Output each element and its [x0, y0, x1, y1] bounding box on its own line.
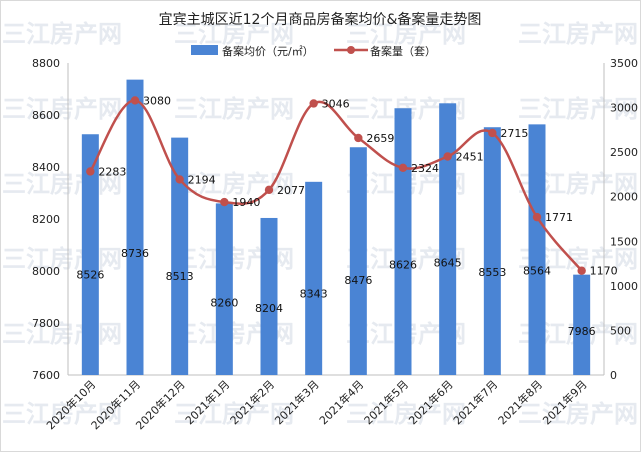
bar-value-label: 8513 — [166, 270, 194, 283]
bar — [126, 79, 144, 375]
bar — [215, 203, 233, 375]
watermark-text: 三江房产网 — [2, 245, 122, 273]
bar — [573, 274, 591, 375]
line-point — [398, 163, 408, 173]
line-value-label: 2715 — [500, 127, 528, 140]
line-value-label: 3046 — [322, 97, 350, 110]
bar — [305, 181, 323, 375]
bar-value-label: 8564 — [523, 265, 551, 278]
legend-label-line: 备案量（套） — [370, 44, 436, 58]
line-point — [577, 266, 586, 275]
line-value-label: 1771 — [545, 211, 573, 224]
line-point — [130, 96, 140, 105]
bar-value-label: 8736 — [121, 247, 149, 260]
watermark-text: 三江房产网 — [174, 95, 294, 123]
legend-marker-line — [347, 46, 355, 54]
y-right-tick-label: 3000 — [610, 102, 638, 115]
watermark-text: 三江房产网 — [174, 20, 294, 48]
y-right-tick-label: 1000 — [610, 280, 638, 293]
bar-value-label: 8553 — [478, 266, 506, 279]
line-value-label: 1170 — [590, 265, 618, 278]
bar-value-label: 8626 — [389, 258, 417, 271]
watermark-text: 三江房产网 — [2, 95, 122, 123]
line-point — [354, 133, 363, 143]
line-point — [264, 185, 274, 195]
bar-value-label: 8476 — [344, 274, 372, 287]
y-left-tick-label: 8000 — [32, 265, 60, 278]
line-value-label: 2077 — [277, 184, 305, 197]
y-left-tick-label: 8400 — [32, 161, 60, 174]
bar-value-label: 8343 — [300, 288, 328, 301]
y-right-tick-label: 3500 — [610, 57, 638, 70]
watermark-text: 三江房产网 — [518, 20, 638, 48]
bar-value-label: 8645 — [434, 256, 462, 269]
bar — [439, 103, 457, 376]
y-right-tick-label: 2500 — [610, 146, 638, 159]
legend-swatch-bars — [191, 45, 218, 55]
y-right-tick-label: 1500 — [610, 235, 638, 248]
line-value-label: 2283 — [98, 165, 126, 178]
watermark-text: 三江房产网 — [518, 95, 638, 123]
y-right-tick-label: 2000 — [610, 191, 638, 204]
line-point — [532, 212, 542, 222]
watermark-text: 三江房产网 — [2, 400, 122, 428]
line-point — [86, 167, 95, 176]
bar-value-label: 7986 — [568, 325, 596, 338]
line-series-path — [89, 99, 583, 272]
line-point — [175, 175, 184, 184]
line-value-label: 2324 — [411, 162, 439, 175]
watermark-text: 三江房产网 — [346, 20, 466, 48]
bar-value-label: 8526 — [76, 269, 104, 282]
legend-label-bars: 备案均价（元/㎡） — [222, 44, 314, 58]
y-left-tick-label: 7600 — [32, 369, 60, 382]
y-left-tick-label: 8200 — [32, 213, 60, 226]
line-value-label: 3080 — [143, 94, 171, 107]
y-left-tick-label: 7800 — [32, 317, 60, 330]
y-right-tick-label: 500 — [610, 324, 631, 337]
y-right-tick-label: 0 — [610, 369, 617, 382]
line-point — [309, 99, 318, 108]
line-point — [488, 128, 497, 138]
bar — [483, 127, 501, 375]
bar — [528, 124, 546, 375]
line-value-label: 2659 — [366, 132, 394, 145]
watermark-text: 三江房产网 — [2, 20, 122, 48]
line-value-label: 2451 — [456, 151, 484, 164]
line-point — [220, 197, 229, 207]
watermark-text: 三江房产网 — [518, 400, 638, 428]
line-value-label: 2194 — [188, 173, 216, 186]
chart-title: 宜宾主城区近12个月商品房备案均价&备案量走势图 — [159, 11, 482, 28]
line-point — [443, 152, 452, 161]
bar — [349, 147, 367, 375]
bar — [394, 108, 412, 376]
y-left-tick-label: 8800 — [32, 57, 60, 70]
bar — [81, 134, 99, 375]
bar — [171, 137, 189, 375]
bar-value-label: 8204 — [255, 302, 283, 315]
line-value-label: 1940 — [232, 196, 260, 209]
y-left-tick-label: 8600 — [32, 109, 60, 122]
watermark-text: 三江房产网 — [2, 320, 122, 348]
watermark-text: 三江房产网 — [2, 170, 122, 198]
watermark-text: 三江房产网 — [174, 400, 294, 428]
bar-value-label: 8260 — [210, 296, 238, 309]
bar — [260, 217, 278, 375]
watermark-text: 三江房产网 — [346, 400, 466, 428]
